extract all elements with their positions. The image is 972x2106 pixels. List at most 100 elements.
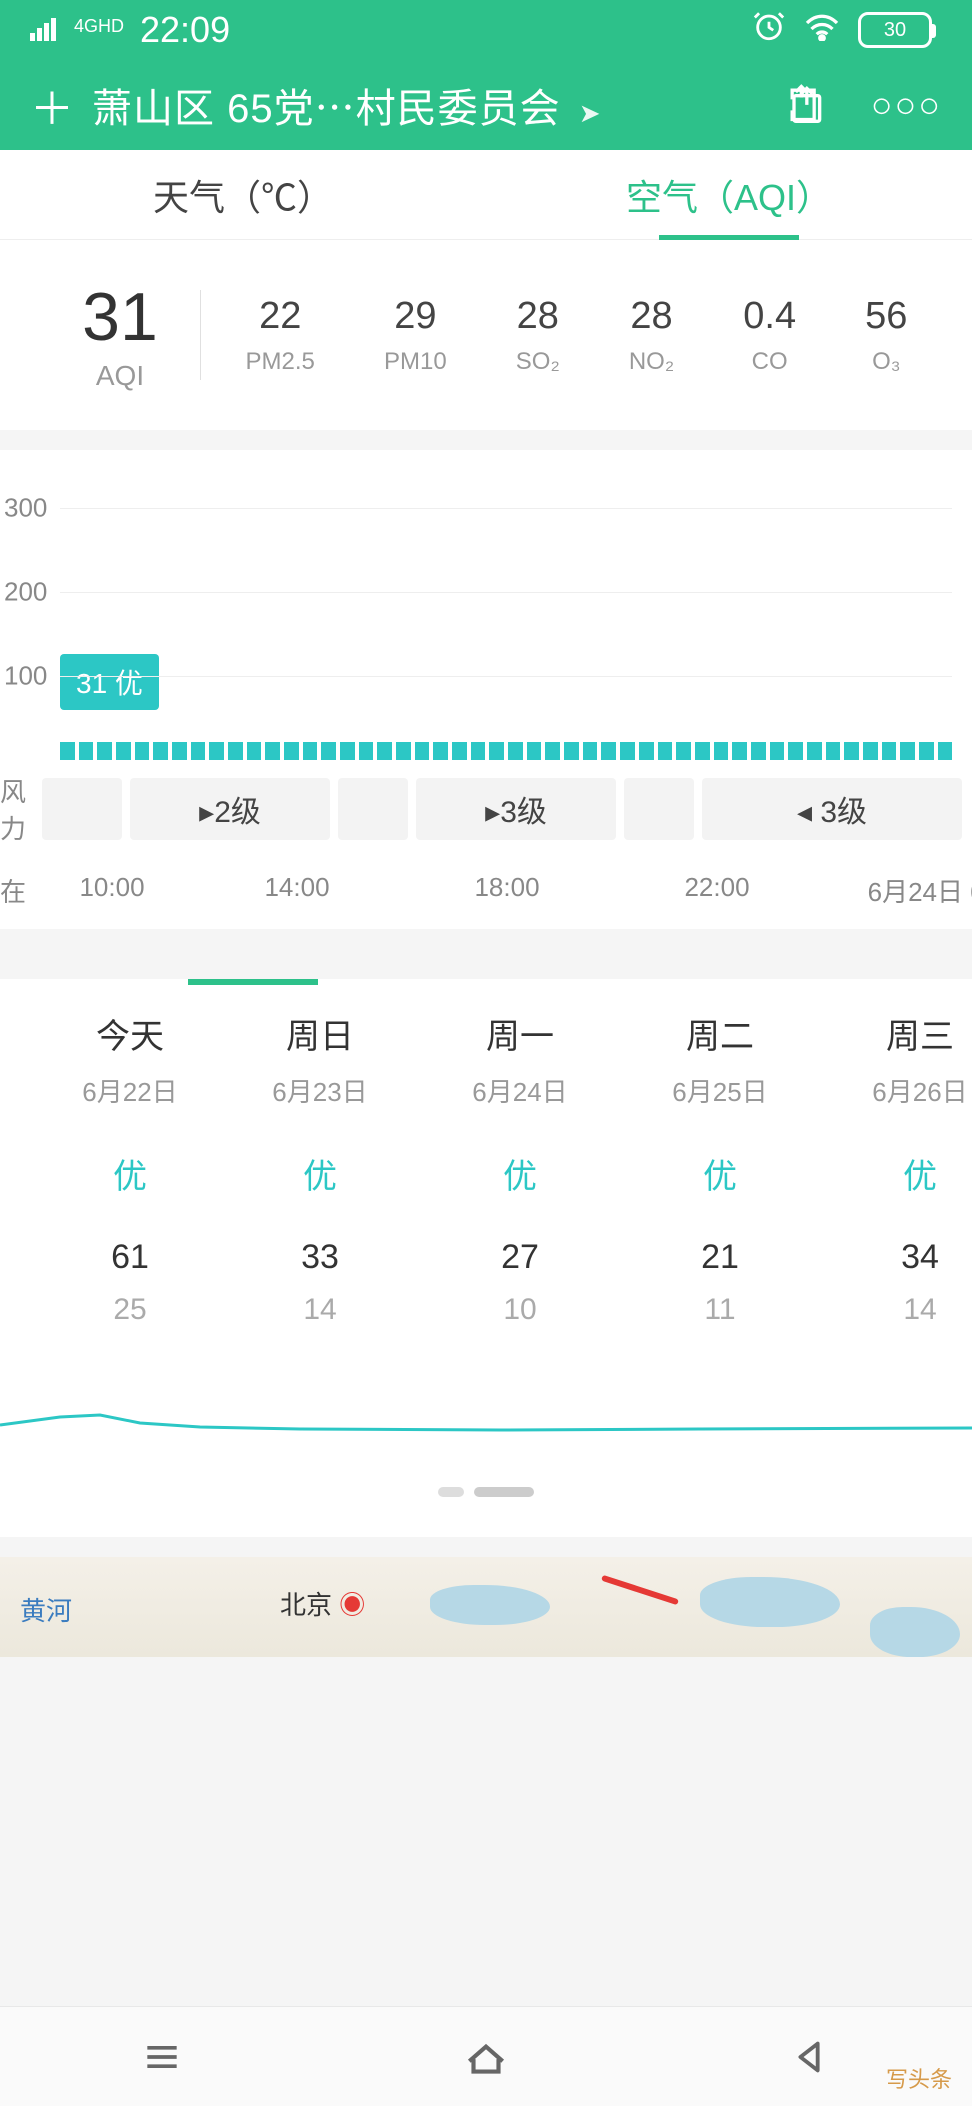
hour-bar xyxy=(732,742,747,760)
pollutant-item: 0.4CO xyxy=(743,295,796,376)
pollutant-value: 29 xyxy=(384,295,447,338)
water-shape xyxy=(870,1607,960,1657)
nav-back-button[interactable] xyxy=(780,2027,840,2087)
aqi-label: AQI xyxy=(40,360,200,392)
tab-weather[interactable]: 天气（℃） xyxy=(0,150,486,239)
hour-bar xyxy=(284,742,299,760)
time-label: 18:00 xyxy=(402,872,612,909)
hour-bar xyxy=(658,742,673,760)
share-button[interactable] xyxy=(783,81,827,130)
wifi-icon xyxy=(804,11,840,49)
hour-bar xyxy=(863,742,878,760)
hour-bar xyxy=(770,742,785,760)
tab-bar: 天气（℃） 空气（AQI） xyxy=(0,150,972,240)
hour-bar xyxy=(209,742,224,760)
pollutant-value: 28 xyxy=(629,295,674,338)
hour-bar xyxy=(527,742,542,760)
day-quality: 优 xyxy=(40,1149,220,1198)
hour-bar xyxy=(153,742,168,760)
hour-bar xyxy=(135,742,150,760)
app-header: ＋ 萧山区 65党⋯村民委员会 ➤ ○○○ xyxy=(0,60,972,150)
day-low: 25 xyxy=(40,1293,220,1327)
daily-row: 今天 6月22日 优 61 25周日 6月23日 优 33 14周一 6月24日… xyxy=(0,1009,972,1327)
time-label: 10:00 xyxy=(32,872,192,909)
day-quality: 优 xyxy=(820,1149,972,1198)
grid-line xyxy=(60,508,952,509)
pollutant-label: NO₂ xyxy=(629,348,674,376)
pollutant-item: 29PM10 xyxy=(384,295,447,376)
day-date: 6月24日 xyxy=(420,1072,620,1109)
pollutant-list: 22PM2.529PM1028SO₂28NO₂0.4CO56O₃ xyxy=(211,295,942,376)
hour-bar xyxy=(191,742,206,760)
pollutant-item: 28 NO₂ xyxy=(629,295,674,376)
hour-bar xyxy=(639,742,654,760)
wind-segment xyxy=(42,778,122,840)
tab-air-label: 空气（AQI） xyxy=(626,169,832,221)
hour-bar xyxy=(303,742,318,760)
hourly-chart[interactable]: 31 优 300200100 风力 ▸2级▸3级◂ 3级 在 10:0014:0… xyxy=(0,450,972,929)
pollutant-label: O₃ xyxy=(865,348,907,376)
grid-line xyxy=(60,592,952,593)
map-red-line xyxy=(601,1575,679,1605)
day-column[interactable]: 周日 6月23日 优 33 14 xyxy=(220,1009,420,1327)
hour-bar xyxy=(489,742,504,760)
grid-line xyxy=(60,676,952,677)
hour-bar xyxy=(751,742,766,760)
hour-bar xyxy=(377,742,392,760)
wind-row: 风力 ▸2级▸3级◂ 3级 xyxy=(0,760,972,858)
signal-icon xyxy=(30,12,58,49)
tab-weather-label: 天气（℃） xyxy=(153,169,333,221)
aqi-badge: 31 优 xyxy=(60,654,159,710)
time-first: 在 xyxy=(0,872,32,909)
time-label: 22:00 xyxy=(612,872,822,909)
day-column[interactable]: 周二 6月25日 优 21 11 xyxy=(620,1009,820,1327)
day-low: 14 xyxy=(220,1293,420,1327)
alarm-icon xyxy=(752,9,786,51)
day-date: 6月26日 xyxy=(820,1072,972,1109)
hour-bar xyxy=(60,742,75,760)
hour-bar xyxy=(396,742,411,760)
pollutant-label: CO xyxy=(743,348,796,376)
map-preview[interactable]: 黄河 北京 ◉ xyxy=(0,1557,972,1657)
hour-bar xyxy=(919,742,934,760)
day-high: 33 xyxy=(220,1238,420,1277)
day-name: 周日 xyxy=(220,1009,420,1058)
day-name: 今天 xyxy=(40,1009,220,1058)
wind-label: 风力 xyxy=(0,772,32,846)
day-high: 34 xyxy=(820,1238,972,1277)
nav-home-button[interactable] xyxy=(456,2027,516,2087)
hour-bar xyxy=(508,742,523,760)
status-bar: 4GHD 22:09 30 xyxy=(0,0,972,60)
water-shape xyxy=(430,1585,550,1625)
hour-bar xyxy=(695,742,710,760)
location-title[interactable]: 萧山区 65党⋯村民委员会 ➤ xyxy=(92,76,765,134)
pollutant-value: 22 xyxy=(246,295,315,338)
y-tick: 100 xyxy=(4,661,47,692)
hour-bar xyxy=(265,742,280,760)
day-date: 6月22日 xyxy=(40,1072,220,1109)
day-date: 6月23日 xyxy=(220,1072,420,1109)
map-city-label: 北京 ◉ xyxy=(280,1585,365,1622)
hour-bar xyxy=(433,742,448,760)
daily-forecast[interactable]: 今天 6月22日 优 61 25周日 6月23日 优 33 14周一 6月24日… xyxy=(0,979,972,1537)
more-button[interactable]: ○○○ xyxy=(871,84,942,126)
hour-bar xyxy=(172,742,187,760)
day-quality: 优 xyxy=(220,1149,420,1198)
day-quality: 优 xyxy=(420,1149,620,1198)
day-column[interactable]: 周一 6月24日 优 27 10 xyxy=(420,1009,620,1327)
day-column[interactable]: 今天 6月22日 优 61 25 xyxy=(40,1009,220,1327)
time-label: 6月24日 06: xyxy=(822,872,972,909)
tab-air[interactable]: 空气（AQI） xyxy=(486,150,972,239)
day-column[interactable]: 周三 6月26日 优 34 14 xyxy=(820,1009,972,1327)
hour-bar xyxy=(826,742,841,760)
nav-menu-button[interactable] xyxy=(132,2027,192,2087)
hour-bar xyxy=(452,742,467,760)
pollutant-item: 22PM2.5 xyxy=(246,295,315,376)
watermark: 写头条 xyxy=(886,2062,952,2094)
hour-bar xyxy=(340,742,355,760)
day-name: 周三 xyxy=(820,1009,972,1058)
day-high: 21 xyxy=(620,1238,820,1277)
hour-bar xyxy=(97,742,112,760)
add-location-button[interactable]: ＋ xyxy=(30,73,74,137)
hour-bar xyxy=(938,742,953,760)
